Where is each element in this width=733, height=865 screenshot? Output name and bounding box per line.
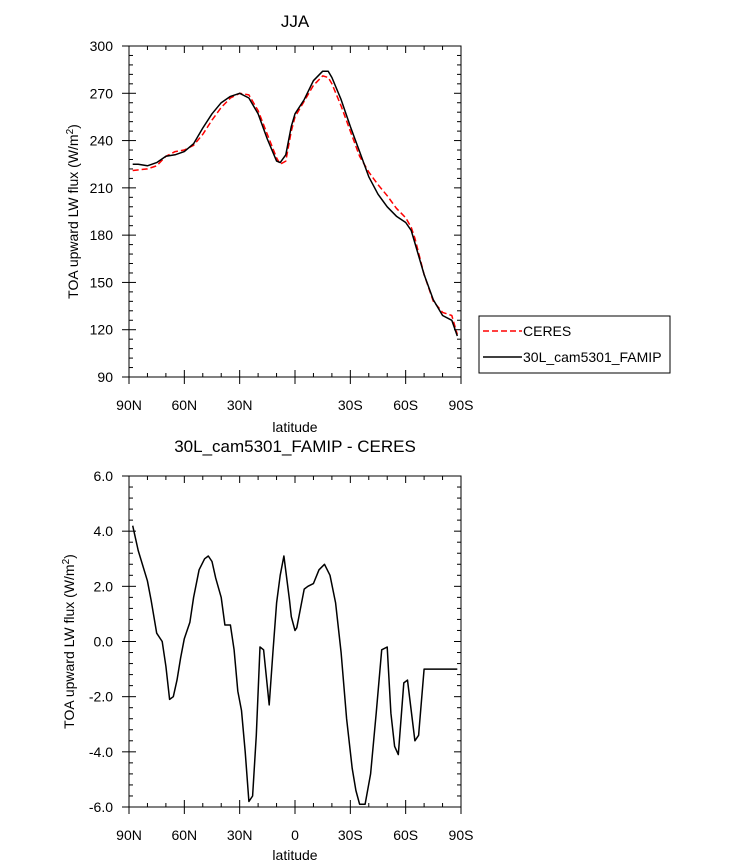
y-axis-label: TOA upward LW flux (W/m2): [65, 124, 82, 299]
x-tick-label: 90N: [116, 827, 142, 843]
y-tick-label: 0.0: [94, 634, 114, 650]
legend: CERES 30L_cam5301_FAMIP: [478, 315, 671, 374]
y-tick-label: 270: [90, 85, 114, 101]
series-line-30l-cam5301-famip: [132, 70, 459, 337]
x-tick-label: 30S: [338, 397, 363, 413]
series-line-difference: [131, 525, 458, 805]
y-tick-label: 120: [90, 322, 114, 338]
legend-label: 30L_cam5301_FAMIP: [523, 349, 662, 365]
y-tick-label: 150: [90, 274, 114, 290]
plot-frame: [128, 475, 462, 808]
x-axis-label: latitude: [272, 419, 317, 435]
y-tick-label: 6.0: [94, 468, 114, 484]
y-tick-label: -6.0: [89, 799, 113, 815]
series-line-ceres: [132, 75, 459, 335]
x-tick-label: 30N: [227, 397, 253, 413]
x-tick-label: 60N: [171, 827, 197, 843]
chart-title: 30L_cam5301_FAMIP - CERES: [174, 437, 416, 456]
chart-panel-2: 30L_cam5301_FAMIP - CERES 90N 60N 30N 0 30S 60…: [61, 437, 474, 863]
y-tick-label: 240: [90, 133, 114, 149]
y-tick-label: 180: [90, 227, 114, 243]
x-tick-label: 0: [291, 827, 299, 843]
y-tick-label: 210: [90, 180, 114, 196]
y-axis-label-superscript: 2: [65, 128, 76, 134]
x-tick-label: 90N: [116, 397, 142, 413]
y-tick-label: -4.0: [89, 744, 113, 760]
y-axis-label-superscript: 2: [61, 558, 72, 564]
legend-label: CERES: [523, 323, 571, 339]
plot-frame: [128, 45, 462, 378]
y-axis-label-end: ): [61, 554, 77, 559]
y-axis-label: TOA upward LW flux (W/m2): [61, 554, 78, 729]
x-tick-label: 90S: [449, 827, 474, 843]
y-tick-label: 300: [90, 38, 114, 54]
chart-panel-1: JJA 90N 60N 30N 30S 60S 90S 90 120 150 180 210 240 27…: [65, 12, 671, 435]
legend-box: [478, 315, 671, 374]
chart-title: JJA: [281, 12, 310, 31]
x-axis-label: latitude: [272, 847, 317, 863]
y-tick-label: 4.0: [94, 523, 114, 539]
x-tick-label: 60S: [393, 397, 418, 413]
y-tick-label: 2.0: [94, 578, 114, 594]
x-tick-label: 30S: [338, 827, 363, 843]
y-tick-label: -2.0: [89, 689, 113, 705]
x-tick-label: 60S: [393, 827, 418, 843]
y-tick-label: 90: [97, 369, 113, 385]
x-tick-label: 60N: [171, 397, 197, 413]
x-tick-label: 90S: [449, 397, 474, 413]
y-axis-label-end: ): [65, 124, 81, 129]
x-tick-label: 30N: [227, 827, 253, 843]
